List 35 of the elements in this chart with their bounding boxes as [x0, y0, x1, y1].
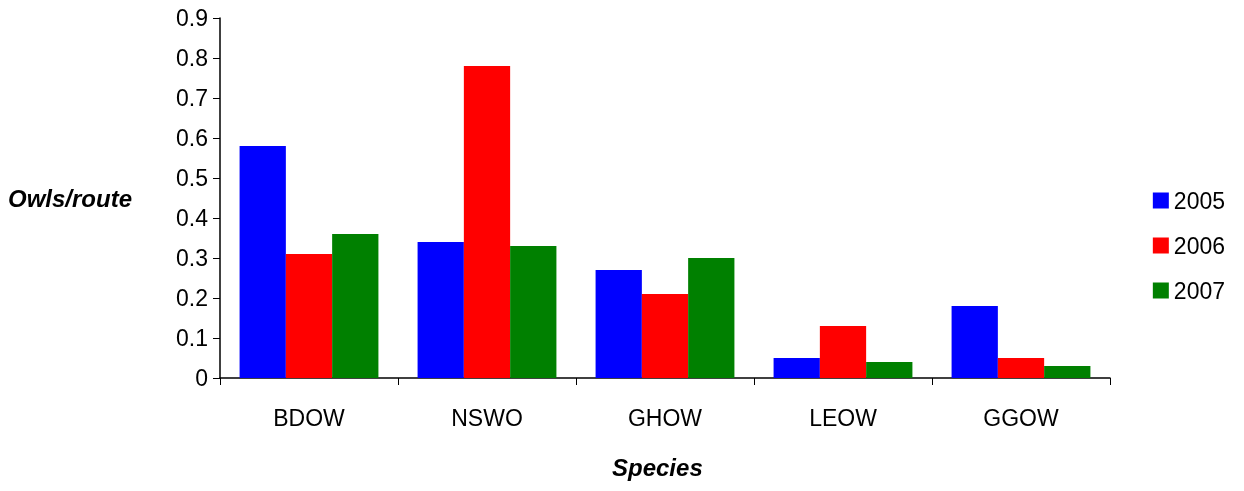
- bar: [866, 362, 913, 378]
- legend-label: 2007: [1173, 277, 1226, 304]
- bar: [510, 246, 557, 378]
- bar: [641, 294, 689, 378]
- bar: [951, 306, 998, 378]
- x-tick-label: NSWO: [451, 404, 523, 431]
- y-axis-title: Owls/route: [8, 184, 133, 212]
- bar: [285, 254, 333, 378]
- y-tick-label: 0.1: [176, 325, 208, 351]
- bar: [688, 258, 735, 378]
- y-tick-label: 0.5: [176, 165, 208, 191]
- y-tick-label: 0.8: [176, 45, 208, 71]
- bar: [1044, 366, 1091, 378]
- bar: [819, 326, 867, 378]
- x-tick-label: LEOW: [809, 404, 878, 431]
- legend-label: 2006: [1173, 232, 1226, 259]
- x-tick-label: GHOW: [627, 404, 703, 431]
- x-tick-label: GGOW: [983, 404, 1059, 431]
- y-tick-label: 0.3: [176, 245, 208, 271]
- bar: [595, 270, 642, 378]
- bar: [239, 146, 286, 378]
- y-tick-label: 0.2: [176, 285, 208, 311]
- bar: [417, 242, 464, 378]
- y-tick-label: 0.4: [176, 205, 209, 231]
- y-tick-label: 0.9: [176, 5, 208, 31]
- x-axis-title: Species: [612, 453, 703, 481]
- y-tick-label: 0.7: [176, 85, 208, 111]
- bar: [332, 234, 379, 378]
- y-tick-label: 0.6: [176, 125, 208, 151]
- y-tick-label: 0: [195, 365, 208, 391]
- legend-label: 2005: [1173, 187, 1226, 214]
- bar: [773, 358, 820, 378]
- x-tick-label: BDOW: [273, 404, 346, 431]
- bar: [997, 358, 1045, 378]
- bar: [463, 66, 511, 378]
